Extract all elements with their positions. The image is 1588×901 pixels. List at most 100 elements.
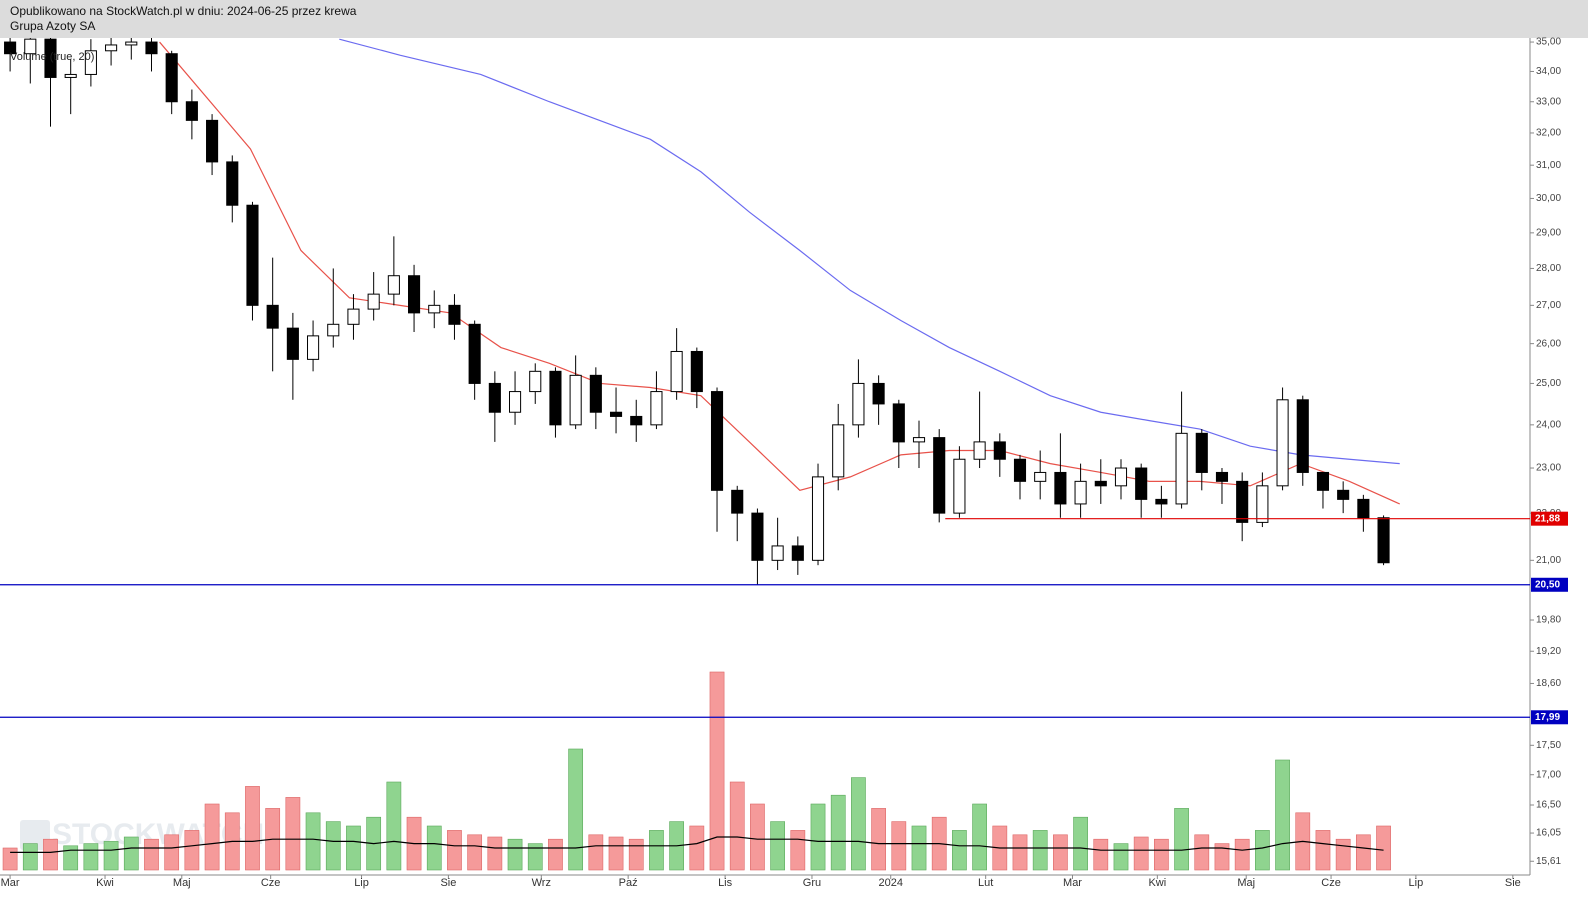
candle-body [912, 437, 926, 443]
moving-average-line [339, 38, 1400, 465]
candle-body [488, 382, 501, 413]
x-tick-label: Kwi [1148, 877, 1166, 889]
x-tick-label: Lis [718, 877, 733, 889]
candle-body [751, 512, 764, 561]
candle-body [4, 41, 17, 55]
x-tick-label: Lut [978, 877, 993, 889]
volume-bar [325, 821, 341, 871]
x-tick-label: Sie [440, 877, 456, 889]
volume-bar [22, 843, 38, 871]
volume-bar [144, 838, 159, 871]
candle-body [549, 370, 562, 426]
x-tick-label: Cze [261, 877, 281, 889]
candle-body [630, 415, 643, 426]
volume-bar [750, 803, 765, 871]
candle-body [1276, 399, 1289, 487]
volume-bar [1315, 830, 1331, 871]
volume-bar [1012, 834, 1028, 871]
candle-body [670, 350, 683, 393]
candle-body [710, 391, 724, 491]
candle-body [307, 335, 320, 360]
volume-bar [507, 838, 523, 871]
volume-bar [689, 825, 705, 871]
volume-bar [1275, 759, 1290, 871]
candle-body [993, 441, 1006, 460]
y-tick-label: 15,61 [1536, 856, 1561, 867]
candle-body [347, 308, 360, 325]
candle-body [1215, 471, 1229, 482]
candle-body [1155, 498, 1168, 505]
candle-body [1236, 480, 1249, 523]
candle-body [973, 441, 986, 460]
volume-bar [346, 825, 361, 871]
candle-body [105, 44, 118, 52]
y-tick-label: 17,50 [1536, 740, 1561, 751]
volume-bar [1255, 830, 1270, 871]
y-tick-label: 34,00 [1536, 66, 1561, 77]
chart-title: Grupa Azoty SA [10, 19, 95, 33]
level-box [1531, 710, 1568, 725]
volume-bar [729, 781, 745, 871]
candle-body [468, 323, 481, 384]
volume-bar [972, 803, 987, 871]
candle-body [731, 489, 744, 514]
header-bar [0, 0, 1588, 38]
y-tick-label: 19,20 [1536, 646, 1561, 657]
candle-body [226, 161, 239, 206]
level-box [1531, 577, 1568, 592]
volume-bar [487, 836, 503, 871]
volume-bar [891, 821, 907, 871]
y-tick-label: 24,00 [1536, 419, 1561, 430]
candle-body [1256, 485, 1269, 523]
y-tick-label: 33,00 [1536, 96, 1561, 107]
candle-body [1013, 458, 1027, 482]
volume-bar [43, 838, 58, 871]
volume-bar [426, 825, 442, 871]
candle-body [1175, 432, 1188, 505]
candle-body [933, 437, 946, 514]
volume-bar [1154, 838, 1169, 871]
candle-body [64, 73, 77, 78]
volume-bar [1335, 838, 1351, 871]
candle-body [1377, 517, 1390, 564]
candle-body [1357, 498, 1370, 519]
volume-bar [1113, 843, 1129, 871]
candle-body [408, 275, 421, 314]
x-tick-label: Paź [619, 877, 638, 889]
candle-body [1114, 467, 1128, 487]
x-tick-label: Maj [1237, 877, 1255, 889]
volume-bar [770, 821, 785, 871]
volume-bar [871, 808, 886, 871]
candle-body [206, 119, 219, 163]
volume-bar [628, 838, 644, 871]
volume-bar [123, 836, 139, 871]
volume-bar [1234, 838, 1250, 871]
volume-bar [305, 812, 321, 871]
chart-subtitle: Opublikowano na StockWatch.pl w dniu: 20… [10, 4, 357, 18]
candle-body [1195, 432, 1208, 473]
y-tick-label: 23,00 [1536, 463, 1561, 474]
volume-label: Volume (true, 20) [10, 51, 94, 63]
volume-bar [1194, 834, 1210, 871]
volume-bar [204, 803, 220, 871]
candle-body [84, 50, 97, 75]
candle-body [1135, 467, 1148, 500]
candle-body [387, 275, 400, 295]
volume-bar [588, 834, 604, 871]
level-label: 20,50 [1535, 579, 1560, 590]
volume-bar [1073, 816, 1088, 871]
y-tick-label: 28,00 [1536, 263, 1561, 274]
volume-bar [184, 830, 200, 871]
candle-body [125, 41, 138, 46]
plot: STOCKWATCH [2, 38, 1400, 871]
candle-body [650, 391, 663, 426]
candle-body [185, 101, 198, 121]
candle-body [286, 327, 299, 360]
volume-bar [568, 748, 584, 871]
volume-bar [608, 836, 624, 871]
candle-body [44, 38, 57, 78]
volume-bar [649, 830, 664, 871]
candle-body [892, 403, 905, 443]
